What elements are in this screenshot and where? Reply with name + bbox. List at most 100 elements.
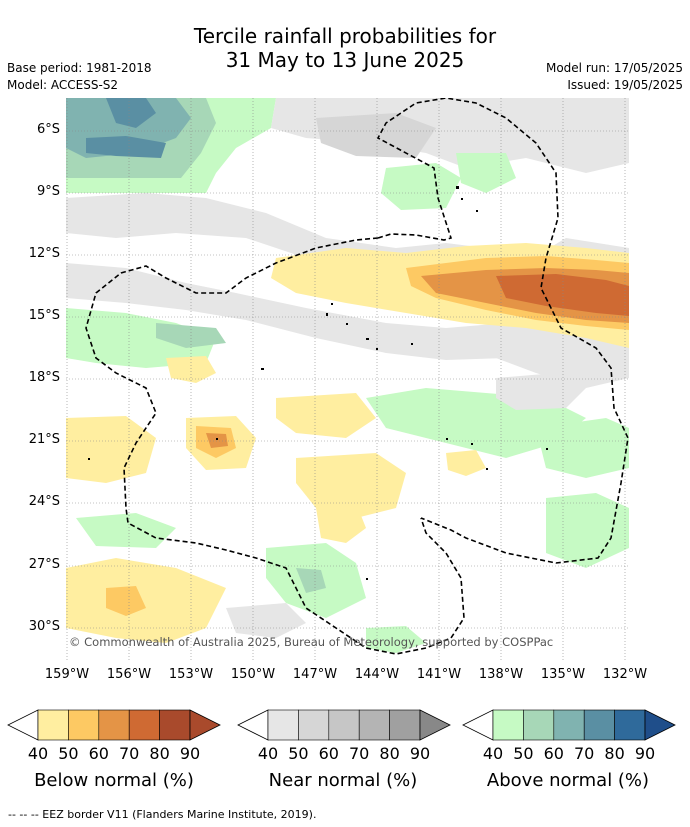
lat-label: 21°S [28,432,60,447]
colorbar-tick-label: 60 [543,744,564,763]
below-normal-region [316,503,366,543]
above-normal-region [76,513,176,548]
below-normal-region [166,356,216,383]
lon-label: 153°W [168,667,214,682]
colorbar-segment [553,709,585,741]
colorbar-tick-label: 70 [574,744,595,763]
colorbar-segment [492,709,524,741]
below-normal-region [296,453,406,518]
colorbar-segment [159,709,191,741]
colorbar-tick-label: 60 [318,744,339,763]
colorbar-tick-label: 70 [119,744,140,763]
eez-border-line [376,98,629,564]
above-normal-label: Above normal (%) [486,770,650,791]
lon-label: 147°W [292,667,338,682]
below-normal-region [496,274,629,316]
copyright-text: © Commonwealth of Australia 2025, Bureau… [69,635,553,649]
lat-label: 12°S [28,246,60,261]
colorbar-segment [389,709,421,741]
probability-map: © Commonwealth of Australia 2025, Bureau… [66,98,629,661]
legend-colorbars [7,709,676,741]
colorbar-segment [37,709,69,741]
colorbar-tick-label: 40 [257,744,279,763]
lon-label: 144°W [354,667,400,682]
colorbar-segment [523,709,555,741]
above-normal-region [456,153,516,193]
colorbar-arrow-left [462,709,494,741]
lat-label: 15°S [28,308,60,323]
lon-label: 135°W [540,667,586,682]
colorbar-tick-label: 90 [179,744,201,763]
colorbar-tick-label: 60 [88,744,109,763]
map-gridlines [66,98,629,661]
colorbar-arrow-left [7,709,39,741]
near-normal-region [316,113,436,158]
near-normal-region [486,328,629,388]
below-normal-colorbar [7,709,221,741]
below-normal-region [106,586,146,616]
lat-label: 9°S [36,184,60,199]
colorbar-segment [128,709,160,741]
lon-label: 156°W [106,667,152,682]
near-normal-region [496,373,586,410]
model-run-text: Model run: 17/05/2025 [545,61,683,75]
colorbar-arrow-right [644,709,676,741]
above-normal-colorbar [462,709,676,741]
colorbar-tick-label: 90 [634,744,656,763]
colorbar-tick-label: 40 [27,744,49,763]
lat-label: 30°S [28,619,60,634]
colorbar-tick-label: 70 [349,744,370,763]
colorbar-tick-label: 80 [149,744,170,763]
lon-label: 138°W [478,667,524,682]
colorbar-segment [267,709,299,741]
map-title-line2: 31 May to 13 June 2025 [225,48,465,72]
near-normal-label: Near normal (%) [268,770,418,791]
colorbar-segment [68,709,100,741]
lon-label: 159°W [44,667,90,682]
map-title-line1: Tercile rainfall probabilities for [193,24,497,48]
colorbar-tick-label: 50 [288,744,309,763]
colorbar-segment [98,709,130,741]
above-normal-region [66,308,216,368]
colorbar-arrow-right [189,709,221,741]
above-normal-region [86,98,166,158]
colorbar-arrow-right [419,709,451,741]
colorbar-segment [298,709,330,741]
colorbar-arrow-left [237,709,269,741]
lon-label: 141°W [416,667,462,682]
eez-border-line [85,237,465,655]
colorbar-tick-label: 80 [604,744,625,763]
below-normal-label: Below normal (%) [34,770,194,791]
below-normal-region [206,433,228,448]
lat-label: 18°S [28,370,60,385]
above-normal-region [366,626,426,653]
issued-text: Issued: 19/05/2025 [567,78,683,92]
above-normal-region [546,493,629,568]
above-normal-region [296,568,326,593]
near-normal-colorbar [237,709,451,741]
below-normal-region [446,450,486,476]
below-normal-region [276,393,376,438]
island-marks [88,186,548,580]
above-normal-region [536,418,629,478]
below-normal-region [66,558,226,643]
colorbar-tick-label: 40 [482,744,504,763]
lat-label: 24°S [28,494,60,509]
colorbar-segment [328,709,360,741]
eez-footer-note: -- -- -- EEZ border V11 (Flanders Marine… [8,808,317,821]
colorbar-tick-label: 90 [409,744,431,763]
colorbar-segment [583,709,615,741]
lon-label: 132°W [602,667,648,682]
colorbar-tick-label: 80 [379,744,400,763]
colorbar-segment [614,709,646,741]
lat-label: 6°S [36,122,60,137]
lat-label: 27°S [28,557,60,572]
base-period-text: Base period: 1981-2018 [7,61,152,75]
below-normal-region [66,416,156,483]
near-normal-region [226,603,306,638]
near-normal-region [66,263,629,360]
model-text: Model: ACCESS-S2 [7,78,119,92]
colorbar-tick-label: 50 [513,744,534,763]
colorbar-segment [358,709,390,741]
colorbar-tick-label: 50 [58,744,79,763]
